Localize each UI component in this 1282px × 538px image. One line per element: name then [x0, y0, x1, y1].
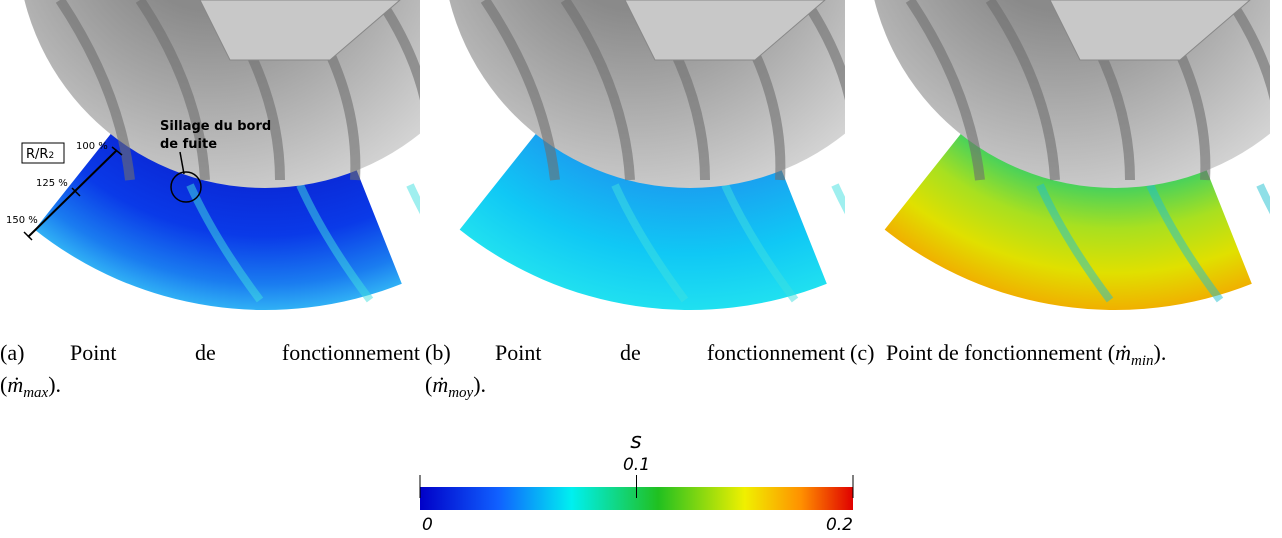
caption-symbol: ṁ — [1115, 340, 1131, 365]
radius-label: 150 % — [6, 215, 38, 226]
caption-symbol: ṁ — [7, 372, 23, 397]
colorbar: s 0 0.1 0.2 — [419, 429, 854, 535]
caption-close: ). — [1154, 340, 1167, 365]
caption-text: de — [195, 340, 216, 365]
colorbar-tick-label: 0.2 — [826, 515, 853, 535]
wake-streak — [611, 183, 689, 303]
caption-math: (ṁmoy). — [425, 372, 486, 401]
axis-box — [21, 142, 65, 164]
radius-tick — [111, 146, 123, 156]
axis-label: R/R2 — [26, 147, 54, 162]
wake-streak — [186, 183, 264, 303]
wake-streak — [296, 183, 374, 303]
hub — [624, 0, 826, 61]
axis-subscript: 2 — [48, 151, 54, 161]
blade — [985, 0, 1060, 181]
annotations: R/R2 100 % 125 % 150 % Sillage du bord d… — [6, 119, 271, 241]
caption-text: fonctionnement — [707, 340, 845, 365]
blade — [560, 0, 635, 181]
caption-math: (ṁmax). — [0, 372, 61, 401]
colorbar-scale — [420, 487, 853, 510]
caption-close: ). — [473, 372, 486, 397]
wake-label: Sillage du bord — [160, 119, 271, 134]
radius-label: 125 % — [36, 178, 68, 189]
radius-tick — [23, 231, 33, 241]
caption-subscript: max — [23, 385, 48, 401]
wake-streak — [1146, 183, 1224, 303]
wake-streak — [831, 183, 845, 215]
wake-circle — [170, 171, 202, 203]
caption-text: Point de fonctionnement — [886, 340, 1102, 365]
captions: (a) Point de fonctionnement(ṁmax).(b) Point d… — [0, 340, 1166, 401]
colorbar-tick-label: 0.1 — [623, 455, 650, 475]
wake-streak — [406, 183, 420, 215]
radius-label: 100 % — [76, 141, 108, 152]
colorbar-label: s — [630, 429, 641, 454]
caption-subscript: moy — [448, 385, 473, 401]
blade — [375, 0, 420, 101]
panels — [24, 0, 1270, 311]
radius-tick — [71, 187, 81, 197]
caption-text: Point — [70, 340, 116, 365]
panel-image — [874, 0, 1270, 311]
caption-open: ( — [1108, 340, 1115, 365]
blade — [480, 0, 560, 181]
hub — [1049, 0, 1251, 61]
wake-label: de fuite — [160, 137, 217, 152]
axis-text: R/R — [26, 147, 48, 162]
wake-streak — [1256, 183, 1270, 215]
caption-text: fonctionnement — [282, 340, 420, 365]
wake-pointer — [179, 151, 185, 175]
caption-text: de — [620, 340, 641, 365]
caption-close: ). — [48, 372, 61, 397]
wake-streak — [1036, 183, 1114, 303]
colorbar-tick-label: 0 — [422, 515, 433, 535]
blade — [55, 0, 135, 181]
hub — [199, 0, 401, 61]
blade — [1225, 0, 1270, 101]
caption-label: (a) — [0, 340, 24, 365]
caption-text-line: Point de fonctionnement (ṁmin). — [886, 340, 1166, 369]
blade — [135, 0, 210, 181]
blade — [800, 0, 845, 101]
panel-image — [24, 0, 420, 311]
caption-text: Point — [495, 340, 541, 365]
panel-image — [449, 0, 845, 311]
caption-open: ( — [425, 372, 432, 397]
caption-label: (c) — [850, 340, 874, 365]
blade — [905, 0, 985, 181]
caption-subscript: min — [1131, 353, 1154, 369]
wake-streak — [721, 183, 799, 303]
caption-open: ( — [0, 372, 7, 397]
caption-label: (b) — [425, 340, 451, 365]
caption-symbol: ṁ — [432, 372, 448, 397]
radius-axis — [27, 149, 118, 238]
